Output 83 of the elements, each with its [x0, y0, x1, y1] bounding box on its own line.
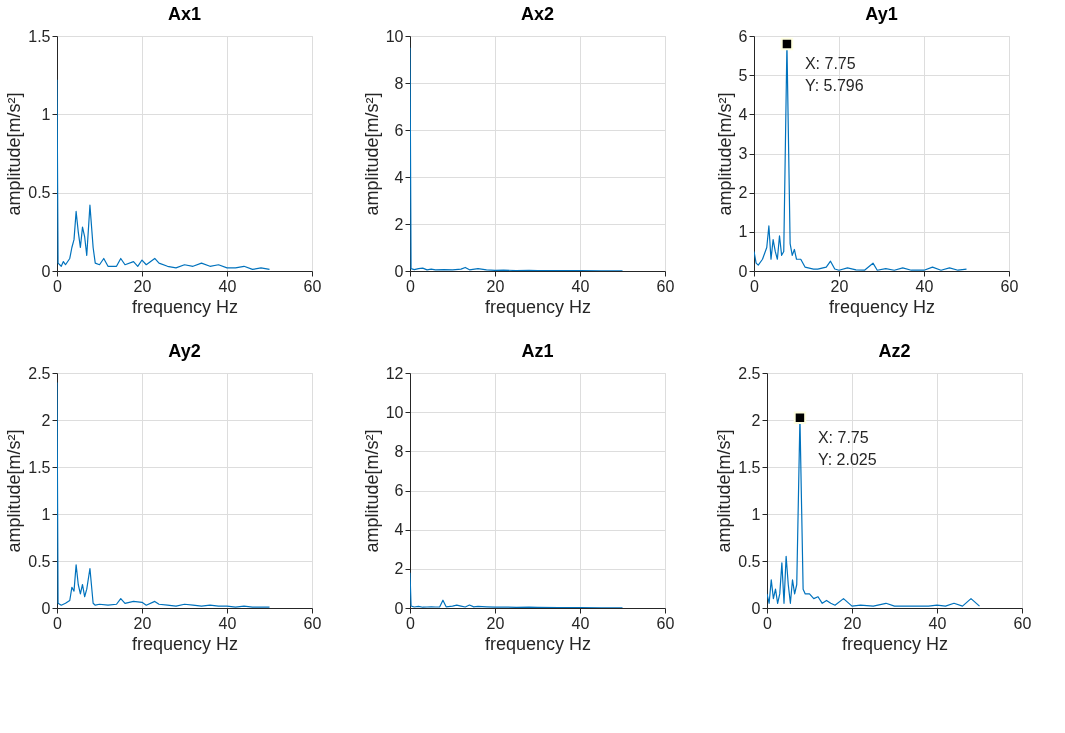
x-tick-label: 20 — [486, 614, 505, 632]
x-axis-title: frequency Hz — [484, 633, 592, 654]
y-tick-label: 1.5 — [738, 458, 761, 476]
chart-title: Ay2 — [168, 341, 201, 361]
x-tick-label: 40 — [571, 277, 590, 295]
x-axis-title: frequency Hz — [131, 296, 239, 317]
line-series — [410, 47, 624, 271]
y-tick-label: 0 — [738, 262, 748, 280]
y-tick-label: 0 — [394, 262, 404, 280]
x-tick-label: 60 — [303, 277, 322, 295]
y-tick-label: 2 — [394, 215, 404, 233]
y-tick-label: 2 — [394, 560, 404, 578]
y-tick-label: 12 — [385, 364, 404, 382]
x-tick-label: 60 — [656, 614, 675, 632]
y-tick-label: 4 — [394, 521, 404, 539]
x-tick-label: 40 — [915, 277, 934, 295]
x-tick-label: 60 — [656, 277, 675, 295]
y-axis-title: amplitude[m/s²] — [714, 429, 735, 553]
x-tick-label: 20 — [843, 614, 862, 632]
line-series — [57, 381, 271, 608]
y-tick-label: 10 — [385, 403, 404, 421]
y-tick-label: 1.5 — [28, 27, 51, 45]
y-tick-label: 2.5 — [28, 364, 51, 382]
y-tick-label: 4 — [394, 168, 404, 186]
y-tick-label: 0 — [41, 262, 51, 280]
chart-title: Ay1 — [865, 4, 898, 24]
y-tick-label: 2.5 — [738, 364, 761, 382]
x-tick-label: 0 — [53, 277, 63, 295]
line-series — [410, 572, 624, 608]
y-axis-title: amplitude[m/s²] — [4, 92, 25, 216]
y-tick-label: 0.5 — [28, 552, 51, 570]
x-axis-title: frequency Hz — [131, 633, 239, 654]
annotation: X: 7.75 Y: 2.025 — [817, 428, 877, 468]
x-tick-label: 20 — [830, 277, 849, 295]
y-tick-label: 0 — [751, 599, 761, 617]
y-tick-label: 2 — [738, 184, 748, 202]
x-tick-label: 0 — [763, 614, 773, 632]
y-tick-label: 8 — [394, 442, 404, 460]
y-axis-title: amplitude[m/s²] — [714, 92, 735, 216]
y-tick-label: 5 — [738, 66, 748, 84]
x-tick-label: 60 — [1013, 614, 1032, 632]
y-tick-label: 6 — [394, 482, 404, 499]
x-tick-label: 0 — [53, 614, 63, 632]
x-tick-label: 20 — [133, 277, 152, 295]
y-tick-label: 1 — [41, 105, 51, 123]
x-tick-label: 60 — [303, 614, 322, 632]
annotation: X: 7.75 Y: 5.796 — [804, 54, 864, 94]
y-tick-label: 1.5 — [28, 458, 51, 476]
y-tick-label: 10 — [385, 27, 404, 45]
y-tick-label: 1 — [751, 505, 761, 523]
y-tick-label: 0 — [41, 599, 51, 617]
x-tick-label: 40 — [571, 614, 590, 632]
y-axis-title: amplitude[m/s²] — [361, 429, 382, 553]
x-tick-label: 40 — [218, 614, 237, 632]
x-tick-label: 20 — [133, 614, 152, 632]
x-axis-title: frequency Hz — [828, 296, 936, 317]
y-axis-title: amplitude[m/s²] — [4, 429, 25, 553]
chart-title: Az1 — [521, 341, 554, 361]
y-tick-label: 8 — [394, 74, 404, 92]
y-tick-label: 2 — [41, 411, 51, 429]
x-tick-label: 20 — [486, 277, 505, 295]
line-series — [57, 79, 271, 271]
y-tick-label: 1 — [41, 505, 51, 523]
y-tick-label: 0 — [394, 599, 404, 617]
chart-title: Ax1 — [167, 4, 202, 24]
x-tick-label: 60 — [1000, 277, 1019, 295]
x-tick-label: 40 — [218, 277, 237, 295]
x-tick-label: 40 — [928, 614, 947, 632]
x-axis-title: frequency Hz — [484, 296, 592, 317]
x-tick-label: 0 — [406, 614, 416, 632]
y-tick-label: 2 — [751, 411, 761, 429]
y-tick-label: 6 — [738, 27, 748, 45]
x-axis-title: frequency Hz — [841, 633, 949, 654]
y-tick-label: 0.5 — [738, 552, 761, 570]
y-tick-label: 6 — [394, 121, 404, 139]
y-tick-label: 0.5 — [28, 184, 51, 202]
y-tick-label: 1 — [738, 223, 748, 241]
y-tick-label: 4 — [738, 105, 748, 123]
chart-title: Az2 — [878, 341, 911, 361]
y-axis-title: amplitude[m/s²] — [361, 92, 382, 216]
chart-title: Ax2 — [520, 4, 555, 24]
x-tick-label: 0 — [406, 277, 416, 295]
y-tick-label: 3 — [738, 145, 748, 162]
